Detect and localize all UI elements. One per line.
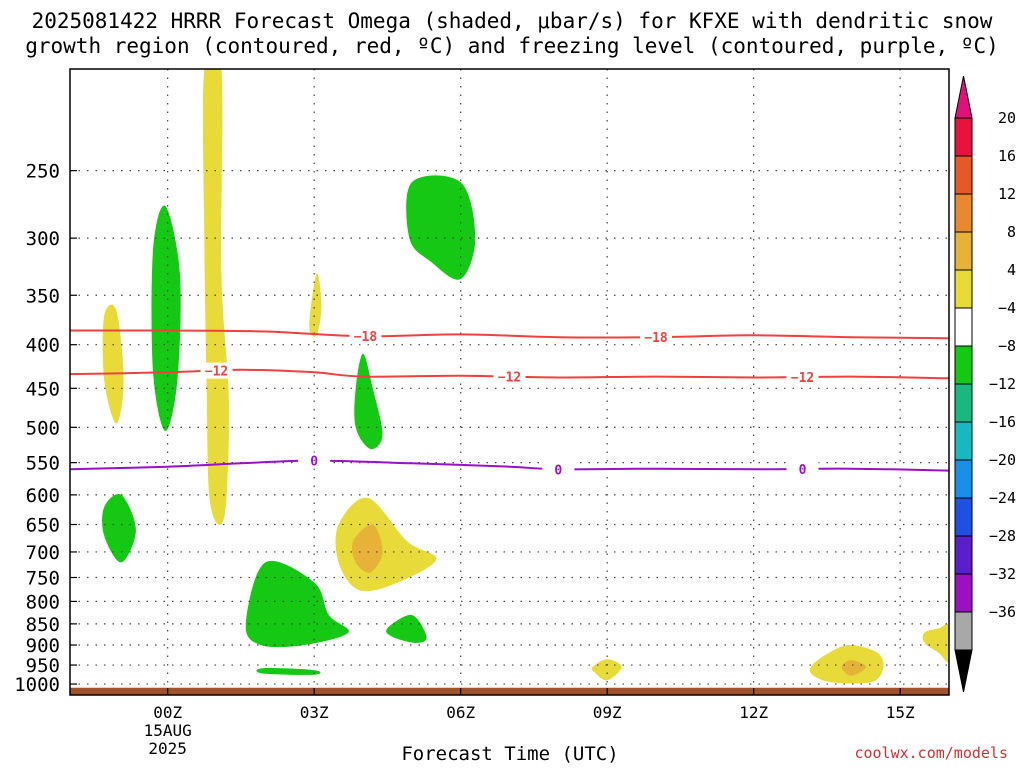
omega-region-4 bbox=[354, 353, 383, 450]
y-tick-label-800: 800 bbox=[26, 591, 60, 613]
omega-region-15 bbox=[922, 623, 949, 663]
x-tick-label-12Z: 12Z bbox=[739, 703, 768, 722]
colorbar-label-9: −20 bbox=[989, 451, 1016, 469]
colorbar-segment-2 bbox=[954, 193, 973, 233]
colorbar-segment-12 bbox=[954, 573, 973, 613]
omega-region-9 bbox=[245, 560, 349, 648]
y-tick-label-1000: 1000 bbox=[14, 674, 60, 696]
omega-region-3 bbox=[309, 273, 322, 337]
chart-title-line1: 2025081422 HRRR Forecast Omega (shaded, … bbox=[31, 9, 993, 33]
y-tick-label-850: 850 bbox=[26, 614, 60, 636]
omega-region-12 bbox=[591, 659, 622, 681]
contour-label-bg-2-0 bbox=[298, 452, 331, 469]
colorbar-label-5: −4 bbox=[998, 299, 1016, 317]
contour-label-0-1: −18 bbox=[644, 331, 668, 346]
colorbar-segment-5 bbox=[954, 307, 973, 347]
colorbar-label-13: −36 bbox=[989, 603, 1016, 621]
y-tick-label-450: 450 bbox=[26, 378, 60, 400]
y-tick-label-500: 500 bbox=[26, 417, 60, 439]
surface-bar bbox=[70, 687, 949, 695]
colorbar-bottom-arrow bbox=[954, 649, 973, 693]
omega-region-1 bbox=[151, 205, 181, 432]
colorbar-label-1: 16 bbox=[998, 147, 1016, 165]
contour-label-2-2: 0 bbox=[799, 463, 807, 478]
contour-label-2-1: 0 bbox=[554, 463, 562, 478]
omega-region-5 bbox=[406, 175, 476, 280]
colorbar-segment-9 bbox=[954, 459, 973, 499]
colorbar-top-arrow bbox=[954, 75, 973, 119]
contour-label-bg-0-0 bbox=[349, 328, 382, 345]
x-tick-label-00Z: 00Z bbox=[153, 703, 182, 722]
colorbar-label-12: −32 bbox=[989, 565, 1016, 583]
contour-label-1-0: −12 bbox=[205, 365, 228, 380]
contour-label-bg-0-1 bbox=[640, 329, 672, 346]
colorbar-label-6: −8 bbox=[998, 337, 1016, 355]
x-tick-label-06Z: 06Z bbox=[446, 703, 475, 722]
colorbar-label-8: −16 bbox=[989, 413, 1016, 431]
colorbar-segment-11 bbox=[954, 535, 973, 575]
colorbar-segment-8 bbox=[954, 421, 973, 461]
colorbar-label-4: 4 bbox=[1007, 261, 1016, 279]
y-tick-label-300: 300 bbox=[26, 228, 60, 250]
y-tick-label-750: 750 bbox=[26, 568, 60, 590]
contour-label-bg-1-0 bbox=[200, 362, 233, 379]
contour-label-bg-2-2 bbox=[786, 460, 819, 477]
omega-region-2 bbox=[202, 69, 229, 525]
colorbar-label-0: 20 bbox=[998, 109, 1016, 127]
y-tick-label-550: 550 bbox=[26, 453, 60, 475]
omega-region-6 bbox=[102, 493, 136, 563]
x-tick-label-03Z: 03Z bbox=[300, 703, 329, 722]
x-tick-label-15Z: 15Z bbox=[886, 703, 915, 722]
colorbar-segment-13 bbox=[954, 611, 973, 651]
contour-label-1-2: −12 bbox=[791, 371, 814, 386]
y-tick-label-650: 650 bbox=[26, 515, 60, 537]
colorbar-label-10: −24 bbox=[989, 489, 1016, 507]
x-tick-sublabel-1: 2025 bbox=[148, 739, 187, 758]
plot-area: −18 −18 −12 −12 −12 0 0 0 250 300 350 400 450 500 550 6… bbox=[14, 68, 950, 758]
contour-label-1-1: −12 bbox=[498, 371, 521, 386]
omega-region-0 bbox=[102, 304, 124, 424]
colorbar-label-11: −28 bbox=[989, 527, 1016, 545]
contour-label-bg-1-1 bbox=[493, 368, 526, 385]
plot-frame bbox=[69, 68, 950, 696]
y-tick-label-900: 900 bbox=[26, 635, 60, 657]
colorbar-segment-3 bbox=[954, 231, 973, 271]
colorbar-label-7: −12 bbox=[989, 375, 1016, 393]
omega-region-10 bbox=[386, 614, 427, 643]
contour-line-0 bbox=[70, 329, 949, 340]
y-tick-label-400: 400 bbox=[26, 335, 60, 357]
y-tick-label-350: 350 bbox=[26, 285, 60, 307]
y-tick-label-950: 950 bbox=[26, 655, 60, 677]
colorbar-segment-10 bbox=[954, 497, 973, 537]
colorbar-segment-0 bbox=[954, 117, 973, 157]
colorbar: 20 16 12 8 4 −4 −8 −12 −16 −20 −24 −28 −32 −36 bbox=[954, 75, 1016, 693]
colorbar-label-2: 12 bbox=[998, 185, 1016, 203]
colorbar-segment-4 bbox=[954, 269, 973, 309]
x-axis-title: Forecast Time (UTC) bbox=[401, 743, 619, 765]
x-tick-label-09Z: 09Z bbox=[593, 703, 622, 722]
contour-label-2-0: 0 bbox=[310, 455, 318, 470]
contour-label-bg-2-1 bbox=[542, 461, 575, 478]
omega-region-8 bbox=[351, 524, 383, 573]
plot-clipped-group: −18 −18 −12 −12 −12 0 0 0 bbox=[70, 69, 949, 695]
colorbar-label-3: 8 bbox=[1007, 223, 1016, 241]
chart-title-line2: growth region (contoured, red, ºC) and f… bbox=[25, 34, 999, 58]
y-tick-label-600: 600 bbox=[26, 485, 60, 507]
contour-label-bg-1-2 bbox=[786, 369, 819, 386]
y-tick-label-250: 250 bbox=[26, 161, 60, 183]
contour-label-0-0: −18 bbox=[354, 330, 378, 345]
x-tick-sublabel-0: 15AUG bbox=[144, 721, 192, 740]
y-tick-label-700: 700 bbox=[26, 542, 60, 564]
omega-region-11 bbox=[256, 668, 321, 675]
colorbar-segment-6 bbox=[954, 345, 973, 385]
colorbar-segment-7 bbox=[954, 383, 973, 423]
colorbar-segment-1 bbox=[954, 155, 973, 195]
omega-region-14 bbox=[841, 660, 866, 676]
source-credit: coolwx.com/models bbox=[854, 744, 1008, 762]
